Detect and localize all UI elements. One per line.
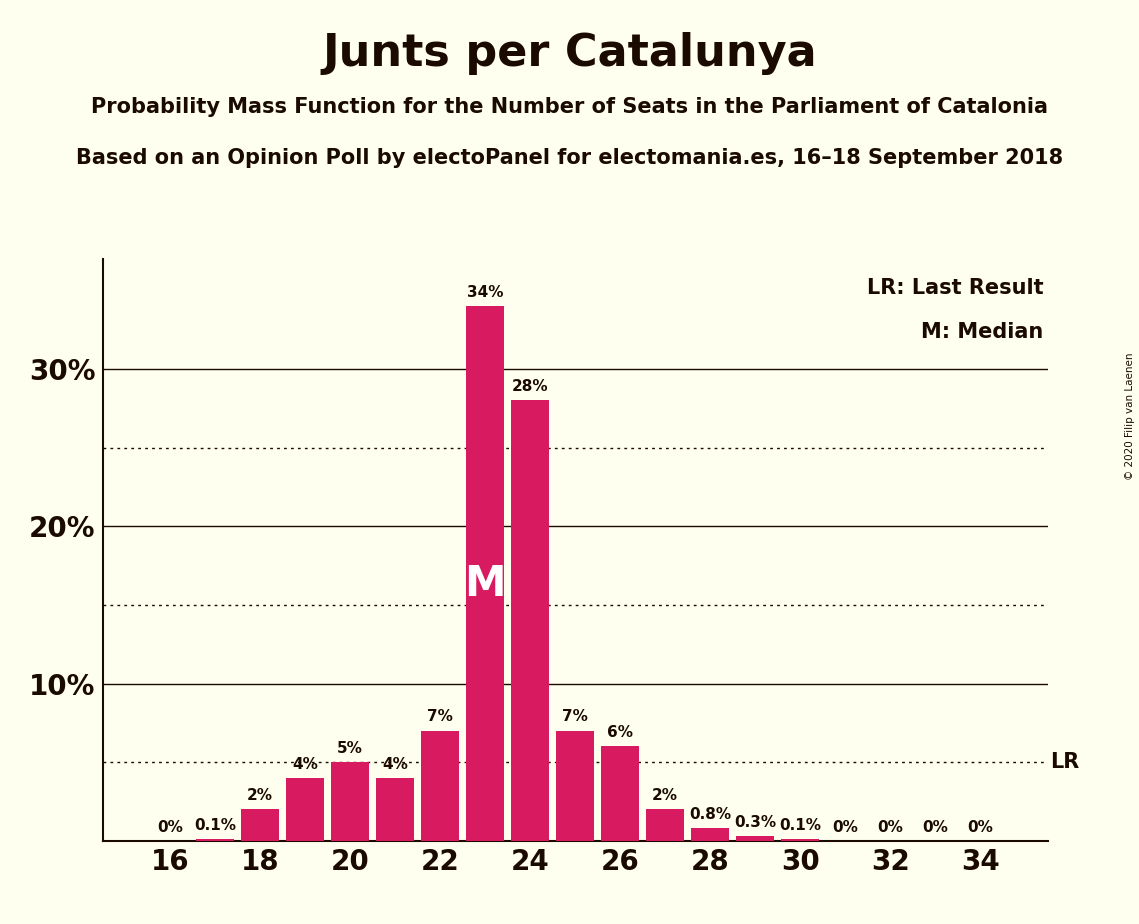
Text: 6%: 6% [607,725,633,740]
Text: LR: LR [1050,752,1080,772]
Text: 7%: 7% [427,710,453,724]
Bar [376,778,415,841]
Bar [196,839,235,841]
Text: 0.1%: 0.1% [779,818,821,833]
Text: 0.3%: 0.3% [735,815,777,830]
Text: 34%: 34% [467,285,503,299]
Bar [511,400,549,841]
Bar [241,809,279,841]
Text: M: M [465,563,506,605]
Text: 2%: 2% [247,788,273,803]
Bar [286,778,325,841]
Text: 0%: 0% [833,820,859,834]
Bar [691,828,729,841]
Text: 5%: 5% [337,741,363,756]
Text: 0%: 0% [877,820,903,834]
Text: 0.8%: 0.8% [689,807,731,822]
Text: 7%: 7% [563,710,588,724]
Bar [331,762,369,841]
Text: 0.1%: 0.1% [194,818,236,833]
Text: 4%: 4% [383,757,408,772]
Text: 0%: 0% [923,820,949,834]
Bar [601,747,639,841]
Bar [646,809,685,841]
Text: Based on an Opinion Poll by electoPanel for electomania.es, 16–18 September 2018: Based on an Opinion Poll by electoPanel … [76,148,1063,168]
Bar [781,839,819,841]
Text: Probability Mass Function for the Number of Seats in the Parliament of Catalonia: Probability Mass Function for the Number… [91,97,1048,117]
Text: Junts per Catalunya: Junts per Catalunya [322,32,817,76]
Text: © 2020 Filip van Laenen: © 2020 Filip van Laenen [1125,352,1134,480]
Text: 0%: 0% [157,820,183,834]
Text: 0%: 0% [967,820,993,834]
Bar [421,731,459,841]
Bar [556,731,595,841]
Bar [736,836,775,841]
Bar [466,306,505,841]
Text: LR: Last Result: LR: Last Result [867,277,1043,298]
Text: 28%: 28% [511,379,549,394]
Text: M: Median: M: Median [921,322,1043,342]
Text: 4%: 4% [292,757,318,772]
Text: 2%: 2% [653,788,678,803]
